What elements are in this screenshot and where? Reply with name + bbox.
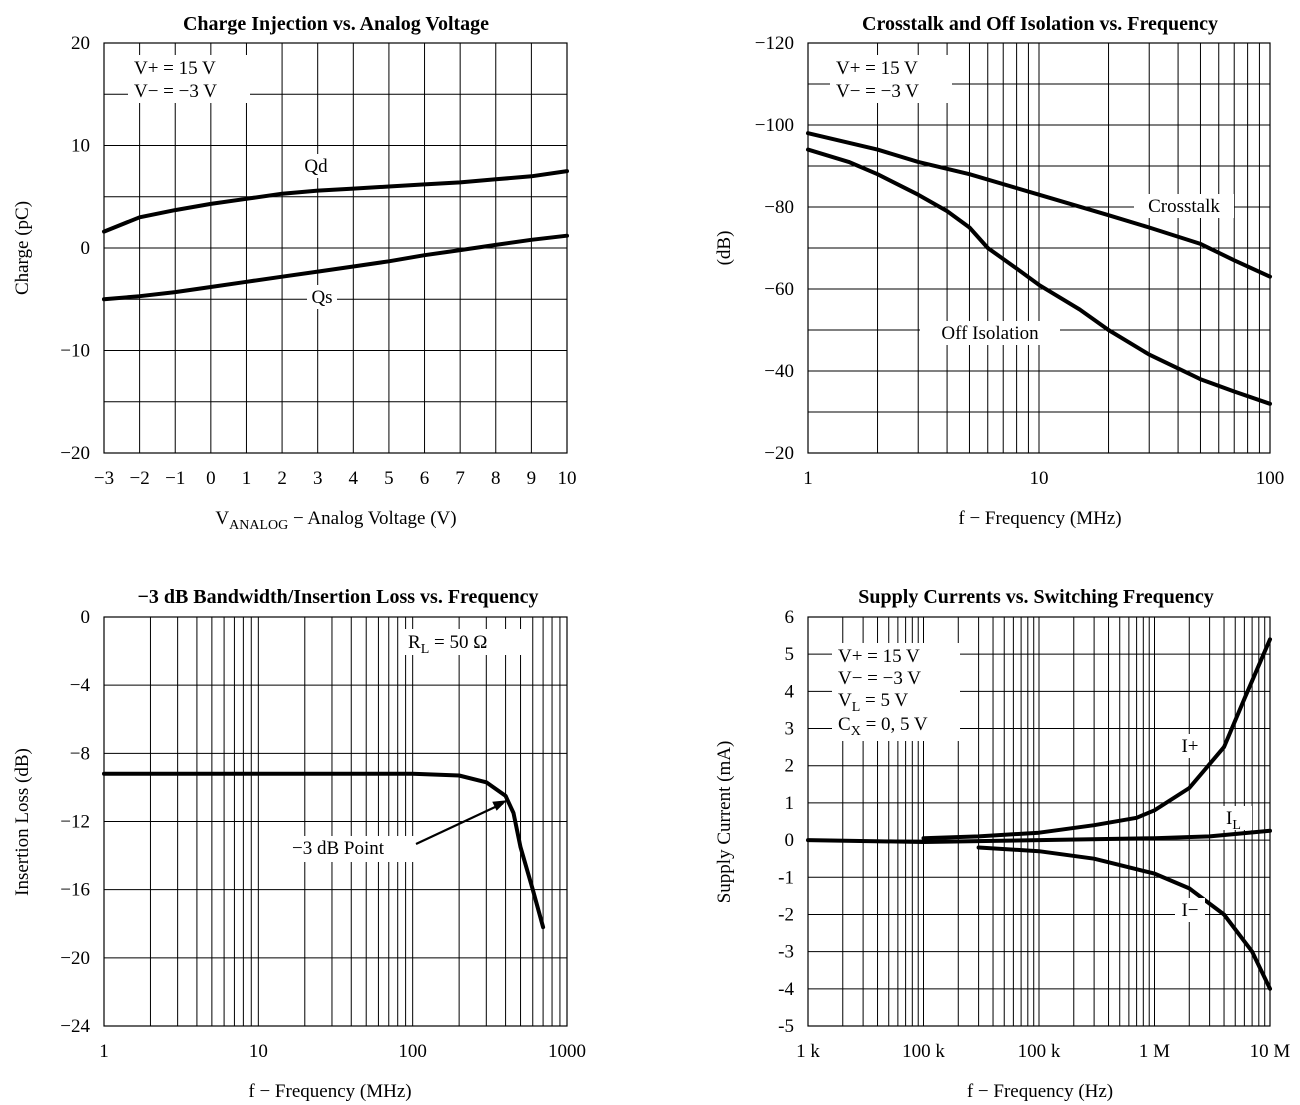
y-tick-label: -5 [778, 1016, 794, 1037]
y-tick-label: 5 [785, 644, 795, 665]
x-tick-label: 0 [206, 468, 216, 489]
x-axis-label: VANALOG − Analog Voltage (V) [215, 508, 456, 533]
x-tick-label: 7 [455, 468, 465, 489]
y-tick-label: −24 [60, 1016, 90, 1037]
x-tick-label: 5 [384, 468, 394, 489]
x-tick-label: 1 [803, 468, 813, 489]
x-tick-label: 100 [1256, 468, 1285, 489]
y-tick-label: -3 [778, 942, 794, 963]
x-tick-label: 10 M [1250, 1041, 1291, 1062]
y-tick-label: −40 [764, 361, 794, 382]
annotation-3db-point: −3 dB Point [292, 838, 385, 859]
y-tick-label: 10 [71, 136, 90, 157]
series-label: Qs [311, 287, 332, 308]
y-tick-label: −20 [764, 443, 794, 464]
y-tick-label: 2 [785, 756, 795, 777]
series-line [104, 171, 567, 232]
series-line [924, 639, 1271, 838]
y-tick-label: −100 [755, 115, 794, 136]
x-tick-label: 1 M [1139, 1041, 1170, 1062]
x-tick-label: 10 [1030, 468, 1049, 489]
x-tick-label: 2 [277, 468, 287, 489]
arrowhead [492, 800, 507, 811]
y-tick-label: 3 [785, 719, 795, 740]
gridlines [104, 43, 567, 453]
y-tick-label: −10 [60, 341, 90, 362]
y-tick-label: 0 [81, 607, 91, 628]
x-axis-label: f − Frequency (MHz) [248, 1081, 411, 1102]
y-tick-label: −20 [60, 443, 90, 464]
y-tick-label: 1 [785, 793, 795, 814]
y-tick-label: −12 [60, 812, 90, 833]
y-tick-label: −120 [755, 33, 794, 54]
x-tick-label: 8 [491, 468, 501, 489]
x-tick-label: 9 [527, 468, 537, 489]
x-tick-label: 1 [99, 1041, 109, 1062]
y-tick-label: −8 [70, 743, 90, 764]
annotation-vplus: V+ = 15 V [134, 58, 216, 79]
series-label: Crosstalk [1148, 196, 1220, 217]
y-tick-label: −4 [70, 675, 91, 696]
x-tick-label: 4 [349, 468, 359, 489]
x-tick-label: 10 [249, 1041, 268, 1062]
chart-charge-injection: Charge Injection vs. Analog Voltage Char… [12, 13, 577, 533]
y-axis-label: Charge (pC) [12, 201, 33, 295]
y-tick-label: 0 [785, 830, 795, 851]
y-tick-label: -4 [778, 979, 794, 1000]
y-tick-label: −16 [60, 880, 90, 901]
annotation-vminus: V− = −3 V [838, 668, 921, 689]
x-tick-label: 1 [242, 468, 252, 489]
x-tick-label: 100 k [1018, 1041, 1061, 1062]
x-tick-label: −2 [130, 468, 150, 489]
series-line [979, 848, 1270, 989]
y-tick-label: −20 [60, 948, 90, 969]
x-tick-label: −3 [94, 468, 114, 489]
x-tick-label: 6 [420, 468, 430, 489]
y-tick-label: -2 [778, 904, 794, 925]
y-axis-label: (dB) [714, 231, 735, 266]
chart-title: Charge Injection vs. Analog Voltage [183, 13, 489, 35]
y-tick-label: -1 [778, 867, 794, 888]
chart-title: −3 dB Bandwidth/Insertion Loss vs. Frequ… [137, 586, 538, 608]
y-tick-label: 20 [71, 33, 90, 54]
annotation-vminus: V− = −3 V [836, 81, 919, 102]
y-tick-label: −60 [764, 279, 794, 300]
chart-supply-currents: Supply Currents vs. Switching Frequency … [714, 586, 1290, 1102]
x-tick-label: 100 [398, 1041, 427, 1062]
gridlines [104, 617, 567, 1026]
x-tick-label: 1 k [796, 1041, 820, 1062]
gridlines [808, 43, 1270, 453]
series-label: Qd [304, 156, 328, 177]
series-label: I+ [1181, 736, 1198, 757]
chart-crosstalk-isolation: Crosstalk and Off Isolation vs. Frequenc… [714, 13, 1284, 529]
chart-title: Supply Currents vs. Switching Frequency [858, 586, 1213, 608]
y-tick-label: 6 [785, 607, 795, 628]
x-axis-label: f − Frequency (MHz) [958, 508, 1121, 529]
series-label: Off Isolation [941, 323, 1039, 344]
annotation-vplus: V+ = 15 V [836, 58, 918, 79]
y-axis-label: Insertion Loss (dB) [12, 748, 33, 896]
y-axis-label: Supply Current (mA) [714, 741, 735, 904]
y-tick-label: −80 [764, 197, 794, 218]
x-tick-label: 100 k [902, 1041, 945, 1062]
chart-insertion-loss: −3 dB Bandwidth/Insertion Loss vs. Frequ… [12, 586, 586, 1102]
x-axis-label: f − Frequency (Hz) [967, 1081, 1113, 1102]
annotation-vplus: V+ = 15 V [838, 646, 920, 667]
x-tick-label: 3 [313, 468, 323, 489]
series-label: I− [1181, 900, 1198, 921]
x-tick-label: 1000 [548, 1041, 586, 1062]
x-tick-label: 10 [558, 468, 577, 489]
annotation-vminus: V− = −3 V [134, 81, 217, 102]
chart-title: Crosstalk and Off Isolation vs. Frequenc… [862, 13, 1218, 35]
y-tick-label: 4 [785, 681, 795, 702]
x-tick-label: −1 [165, 468, 185, 489]
y-tick-label: 0 [81, 238, 91, 259]
